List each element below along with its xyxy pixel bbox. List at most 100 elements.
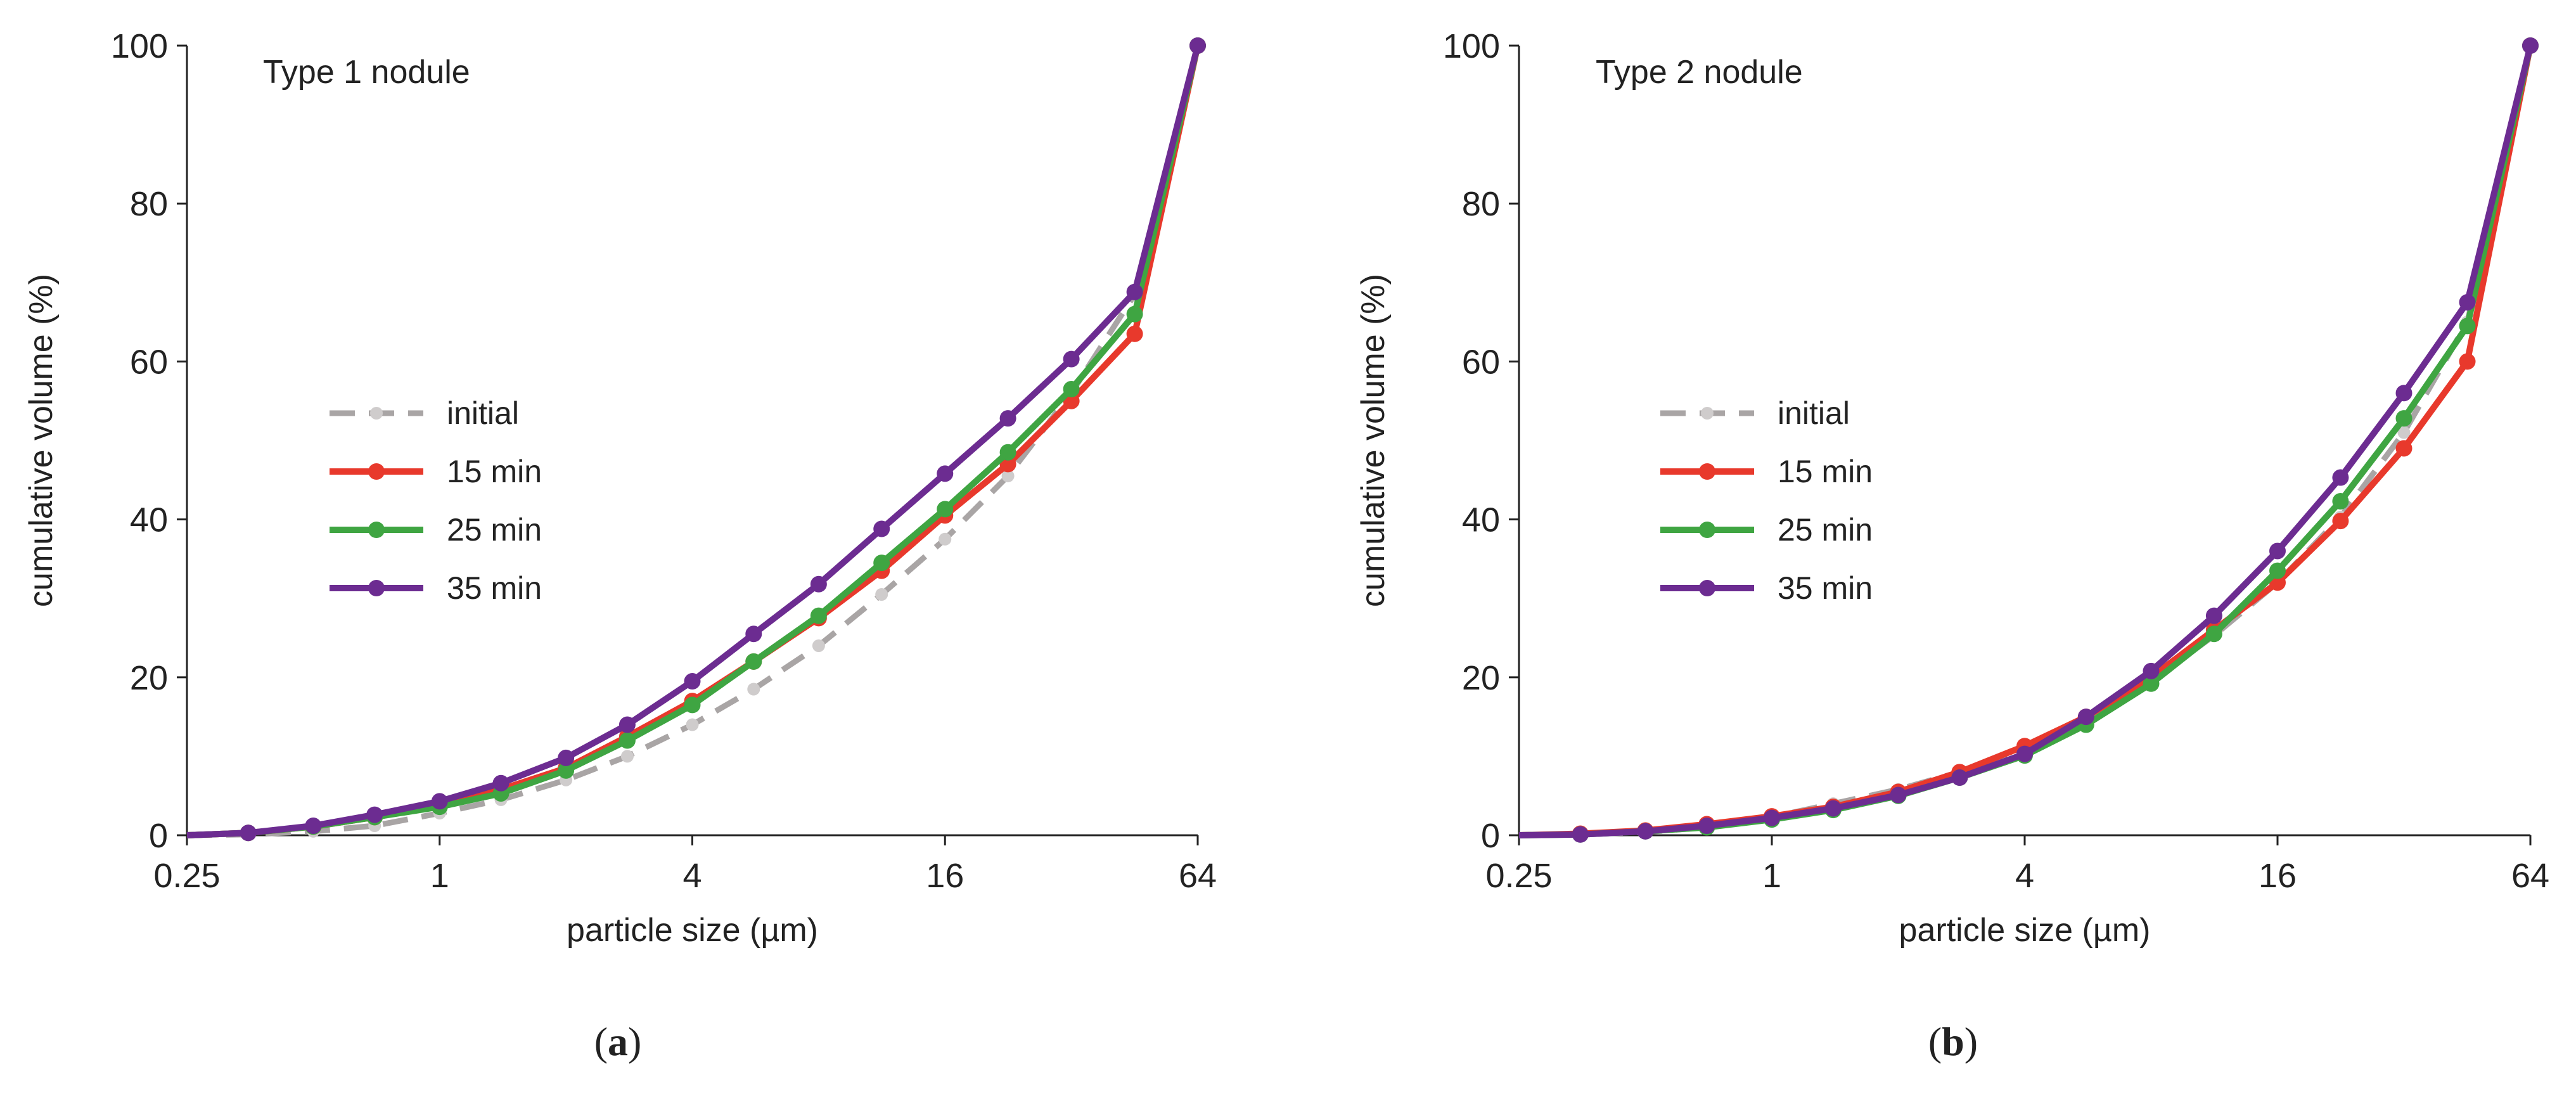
data-point bbox=[686, 718, 699, 731]
data-point bbox=[2205, 625, 2222, 643]
data-point bbox=[2459, 353, 2476, 370]
data-point bbox=[999, 444, 1016, 461]
data-point bbox=[684, 696, 701, 714]
series-line bbox=[1518, 44, 2534, 838]
x-tick-label: 4 bbox=[2015, 857, 2034, 895]
data-point bbox=[2332, 492, 2349, 510]
series-line bbox=[1518, 44, 2534, 838]
data-point bbox=[999, 410, 1016, 427]
data-point bbox=[618, 732, 636, 749]
series-35-min bbox=[1518, 37, 2539, 843]
data-point bbox=[2269, 542, 2286, 560]
chart-panel-1: 0 20 40 60 80 100 0.25 1 4 16 64 particle size (µm)… bbox=[23, 27, 1217, 1064]
legend-marker bbox=[1699, 522, 1715, 538]
data-point bbox=[2395, 440, 2413, 457]
y-tick-label: 100 bbox=[111, 27, 168, 65]
legend-label: initial bbox=[1778, 395, 1850, 431]
data-point bbox=[937, 465, 954, 482]
data-point bbox=[873, 555, 890, 572]
data-point bbox=[810, 607, 827, 624]
legend-label: 25 min bbox=[447, 512, 542, 548]
data-point bbox=[937, 501, 954, 518]
data-point bbox=[558, 749, 575, 766]
data-point bbox=[1824, 800, 1842, 817]
legend-label: 35 min bbox=[447, 570, 542, 606]
series-line bbox=[186, 44, 1201, 838]
data-point bbox=[875, 587, 888, 601]
data-point bbox=[366, 806, 383, 823]
y-tick-label: 80 bbox=[130, 185, 168, 223]
data-point bbox=[305, 818, 322, 835]
y-tick-label: 0 bbox=[1481, 817, 1500, 855]
y-tick-label: 0 bbox=[149, 817, 168, 855]
data-point bbox=[1126, 283, 1143, 300]
data-point bbox=[431, 793, 448, 810]
x-axis-title: particle size (µm) bbox=[567, 912, 818, 949]
legend-marker bbox=[370, 407, 383, 420]
x-tick-label: 0.25 bbox=[1485, 857, 1552, 895]
x-tick-label: 16 bbox=[2259, 857, 2297, 895]
data-point bbox=[2205, 607, 2222, 624]
legend-marker bbox=[1699, 463, 1715, 480]
data-point bbox=[684, 673, 701, 690]
data-point bbox=[2016, 745, 2033, 762]
legend-label: 25 min bbox=[1778, 512, 1873, 548]
y-axis-title: cumulative volume (%) bbox=[1355, 274, 1392, 607]
chart-title: Type 1 nodule bbox=[263, 54, 470, 91]
data-point bbox=[2395, 410, 2413, 427]
data-point bbox=[745, 625, 762, 643]
series-initial bbox=[186, 39, 1204, 841]
data-point bbox=[2332, 513, 2349, 530]
series-line bbox=[186, 44, 1201, 838]
data-point bbox=[240, 824, 257, 842]
legend-marker bbox=[1699, 580, 1715, 596]
data-point bbox=[492, 774, 509, 792]
data-point bbox=[1001, 470, 1015, 483]
data-point bbox=[1637, 823, 1654, 840]
legend-marker bbox=[368, 463, 385, 480]
y-axis-title: cumulative volume (%) bbox=[23, 274, 60, 607]
panel-caption: (b) bbox=[1928, 1019, 1978, 1064]
series-line bbox=[1518, 45, 2534, 838]
y-tick-label: 80 bbox=[1462, 185, 1500, 223]
legend-marker bbox=[368, 522, 385, 538]
x-tick-label: 1 bbox=[430, 857, 449, 895]
data-point bbox=[1063, 350, 1080, 368]
data-point bbox=[2269, 562, 2286, 579]
x-axis-title: particle size (µm) bbox=[1899, 912, 2151, 949]
data-point bbox=[2077, 709, 2094, 726]
data-point bbox=[1698, 818, 1715, 835]
data-point bbox=[1063, 381, 1080, 398]
series-25-min bbox=[1518, 37, 2539, 843]
series-line bbox=[186, 44, 1201, 838]
y-tick-label: 40 bbox=[1462, 501, 1500, 539]
data-point bbox=[620, 750, 634, 763]
data-point bbox=[1890, 786, 1907, 804]
panel-caption: (a) bbox=[594, 1019, 642, 1064]
legend-marker bbox=[1701, 407, 1714, 420]
data-point bbox=[1126, 325, 1143, 342]
data-point bbox=[812, 639, 825, 652]
series-line bbox=[1518, 44, 2534, 838]
legend-label: initial bbox=[447, 395, 519, 431]
data-point bbox=[2143, 662, 2160, 679]
data-point bbox=[1126, 305, 1143, 323]
data-point bbox=[745, 653, 762, 670]
data-point bbox=[618, 716, 636, 733]
data-point bbox=[2332, 469, 2349, 486]
x-tick-label: 16 bbox=[926, 857, 964, 895]
x-tick-label: 64 bbox=[2511, 857, 2549, 895]
legend-label: 35 min bbox=[1778, 570, 1873, 606]
series-35-min bbox=[186, 37, 1206, 842]
y-tick-label: 60 bbox=[1462, 343, 1500, 381]
x-tick-label: 1 bbox=[1762, 857, 1781, 895]
data-point bbox=[2395, 385, 2413, 402]
y-tick-label: 20 bbox=[1462, 659, 1500, 697]
y-tick-label: 60 bbox=[130, 343, 168, 381]
y-tick-label: 20 bbox=[130, 659, 168, 697]
data-point bbox=[2143, 675, 2160, 692]
series-line bbox=[186, 44, 1201, 838]
data-point bbox=[873, 520, 890, 537]
data-point bbox=[2397, 426, 2411, 439]
